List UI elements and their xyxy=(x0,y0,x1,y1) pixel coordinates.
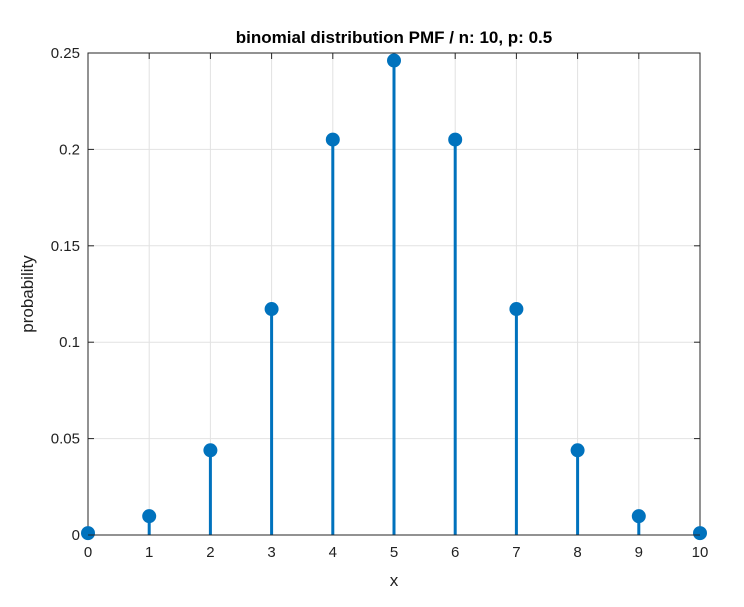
x-tick-label: 6 xyxy=(451,544,459,561)
stem-marker xyxy=(448,132,463,147)
x-tick-label: 10 xyxy=(692,544,709,561)
y-tick-label: 0.2 xyxy=(59,141,80,158)
tick-labels: 0 1 2 3 4 5 6 7 8 9 10 0 0.05 0.1 0.15 0.2 0.25 xyxy=(51,45,709,561)
x-tick-label: 8 xyxy=(573,544,581,561)
stem-marker xyxy=(387,53,401,68)
y-tick-label: 0.05 xyxy=(51,431,80,448)
stem-marker xyxy=(142,509,157,524)
stem-marker xyxy=(693,526,707,541)
x-tick-label: 7 xyxy=(512,544,520,561)
stem-marker xyxy=(203,443,218,458)
y-axis-label: probability xyxy=(18,255,37,333)
stem-marker xyxy=(570,443,585,458)
x-tick-label: 9 xyxy=(635,544,643,561)
stem-marker xyxy=(325,132,340,147)
y-tick-label: 0.15 xyxy=(51,238,80,255)
stem-marker xyxy=(509,302,524,317)
stem-marker xyxy=(631,509,646,524)
x-tick-label: 1 xyxy=(145,544,153,561)
x-tick-label: 2 xyxy=(206,544,214,561)
x-tick-label: 0 xyxy=(84,544,92,561)
x-axis-label: x xyxy=(390,571,399,590)
x-tick-label: 4 xyxy=(329,544,337,561)
stem-marker xyxy=(81,526,95,541)
stem-marker xyxy=(264,302,279,317)
y-tick-label: 0 xyxy=(72,527,80,544)
x-tick-label: 3 xyxy=(267,544,275,561)
stems xyxy=(81,53,707,541)
x-tick-label: 5 xyxy=(390,544,398,561)
chart-title: binomial distribution PMF / n: 10, p: 0.… xyxy=(236,28,552,47)
y-tick-label: 0.25 xyxy=(51,45,80,62)
y-tick-label: 0.1 xyxy=(59,334,80,351)
